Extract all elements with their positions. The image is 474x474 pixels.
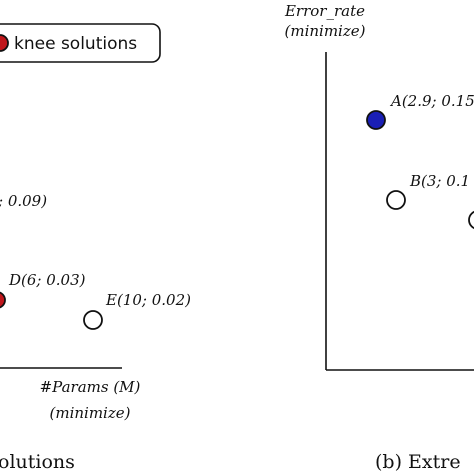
point-label: E(10; 0.02) (105, 291, 191, 309)
point-label: D(6; 0.03) (8, 271, 86, 289)
point (386, 190, 406, 210)
y-axis-label: Error_rate (284, 2, 365, 20)
legend-label: knee solutions (14, 34, 137, 54)
legend-box (0, 23, 161, 63)
point-extreme (366, 110, 386, 130)
caption: (b) Extre (375, 451, 461, 473)
point (83, 310, 103, 330)
point (468, 210, 474, 230)
point-label: A(2.9; 0.15 (389, 92, 474, 110)
point-label: B(3; 0.1 (409, 172, 470, 190)
legend-marker (0, 34, 9, 52)
point-label: ; 0.09) (0, 192, 47, 210)
y-axis-note: (minimize) (285, 22, 366, 40)
x-axis-label: #Params (M) (40, 378, 141, 396)
caption: olutions (0, 451, 75, 473)
x-axis-note: (minimize) (50, 404, 131, 422)
point-knee (0, 291, 6, 309)
